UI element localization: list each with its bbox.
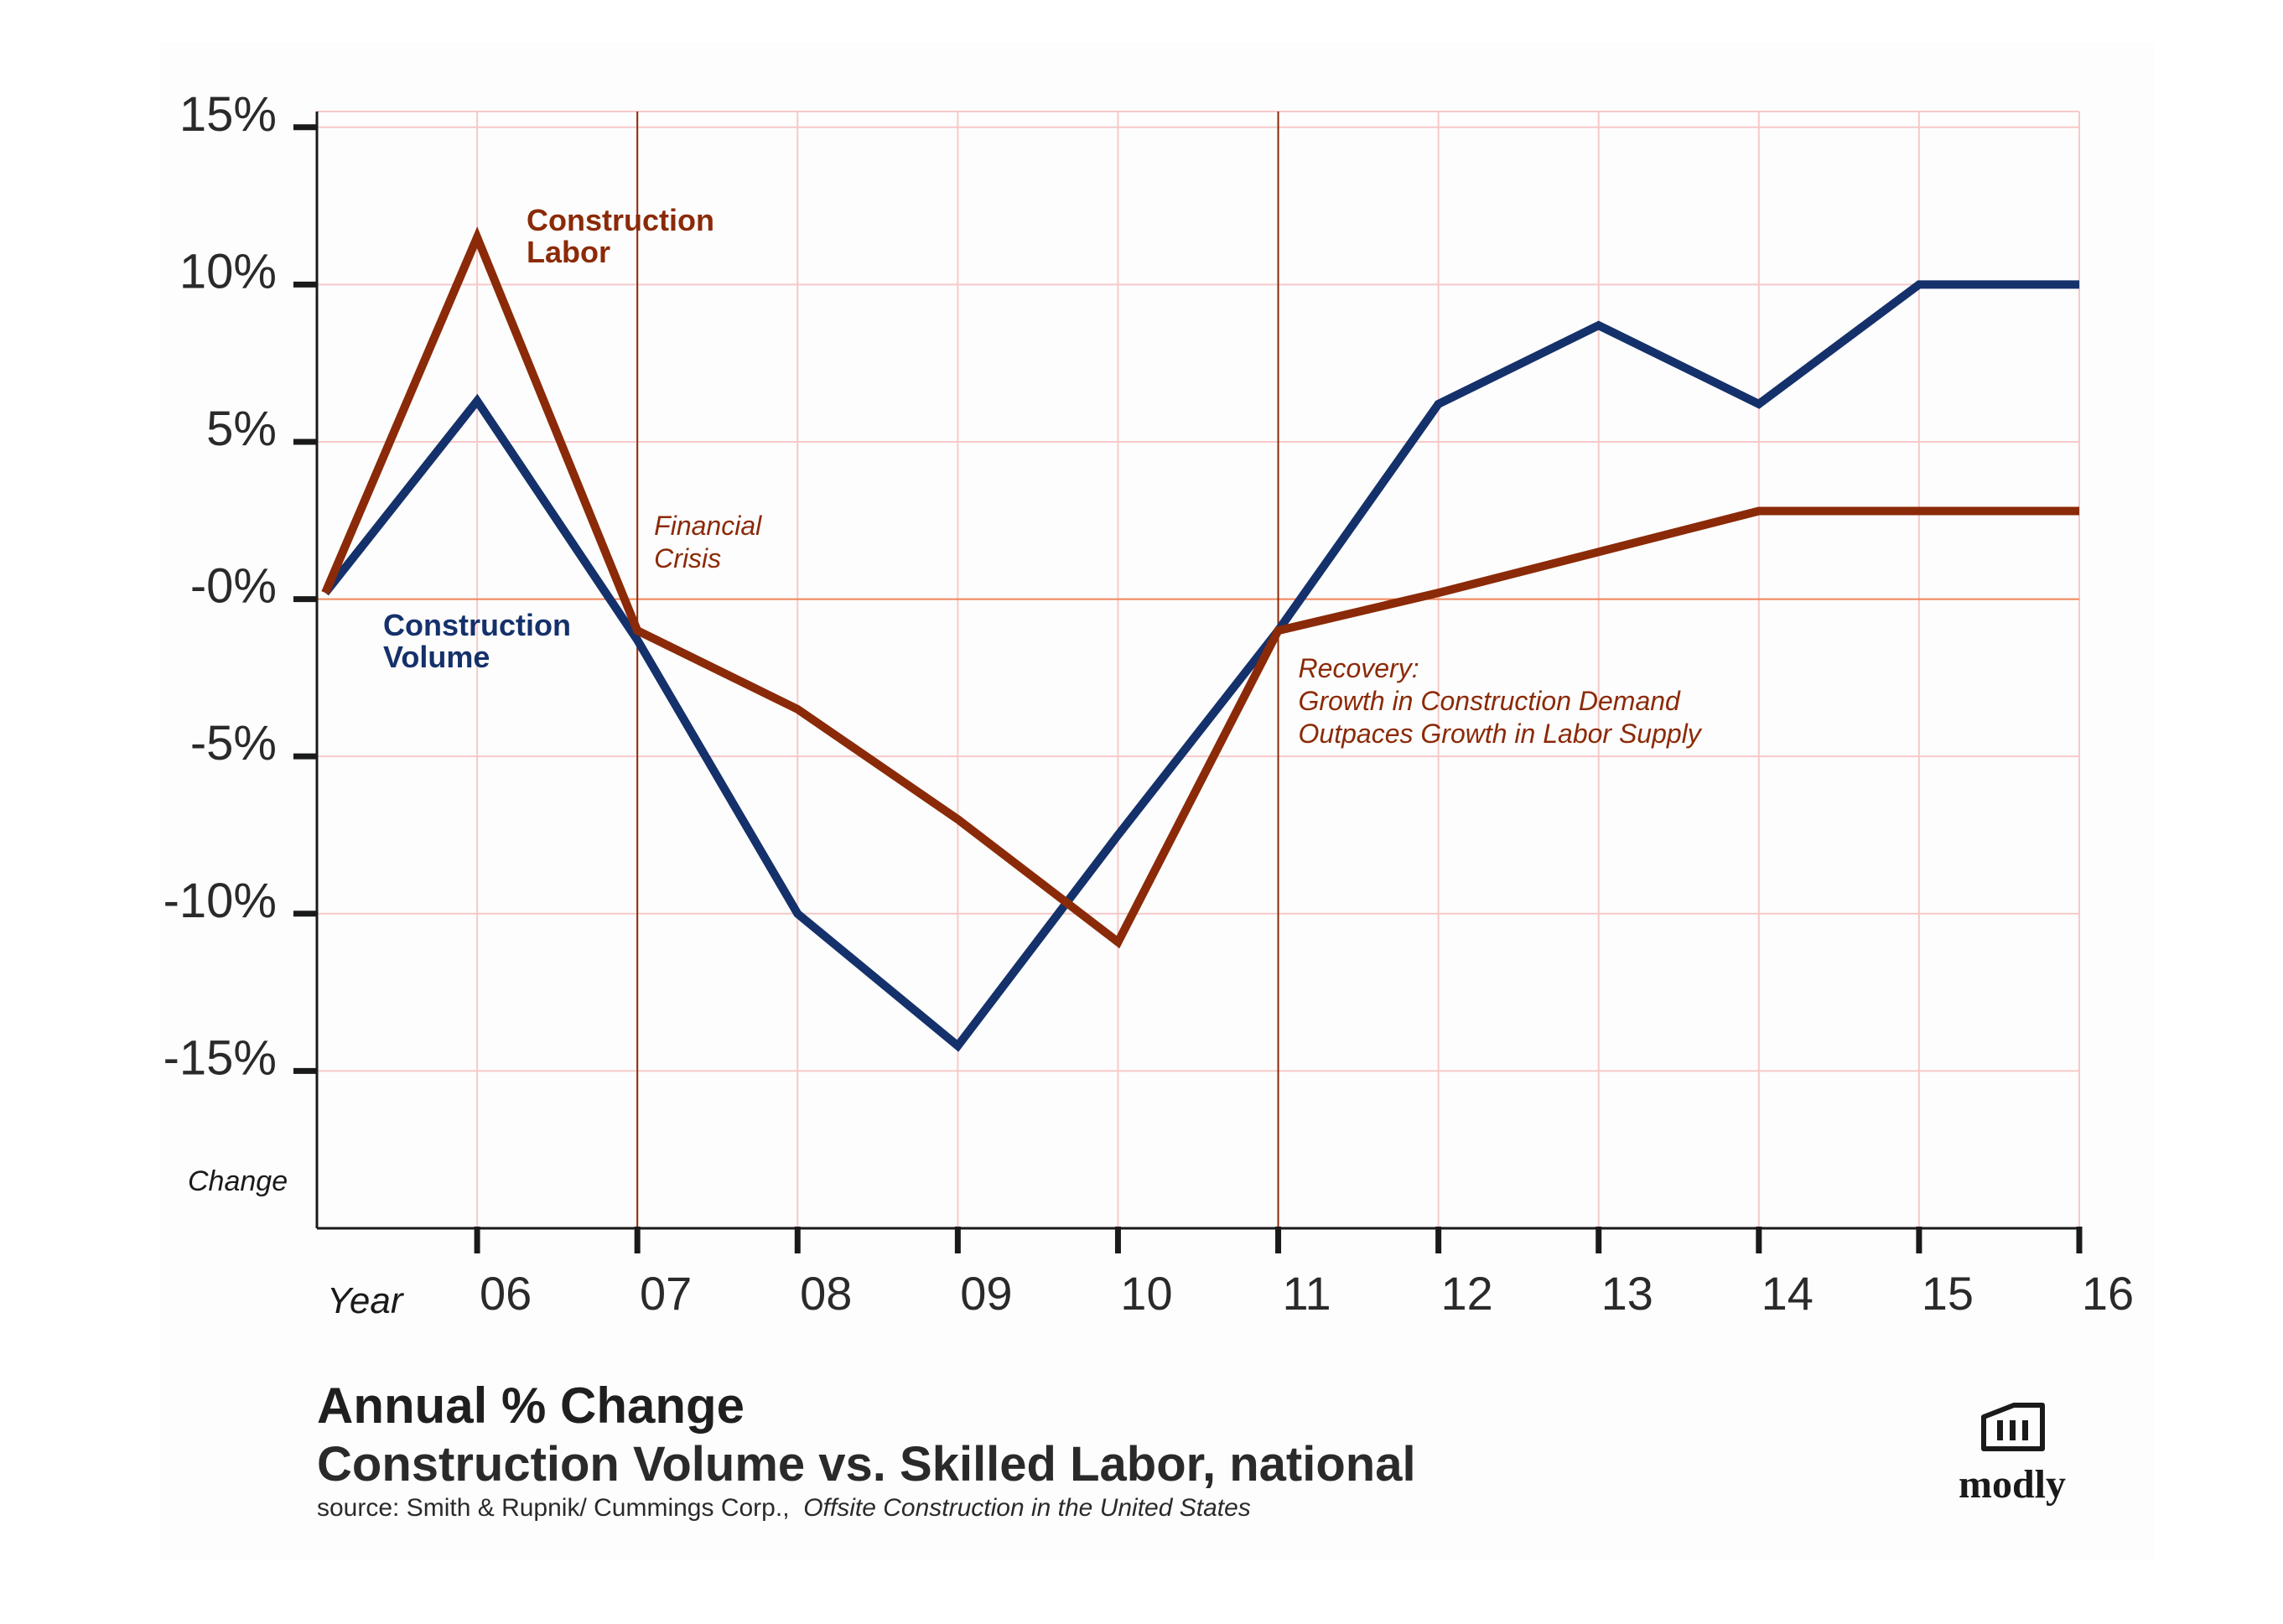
x-tick-label: 11 bbox=[1282, 1267, 1331, 1320]
modly-icon bbox=[1981, 1403, 2045, 1451]
y-axis-title: Change bbox=[188, 1165, 288, 1197]
y-tick-label: 15% bbox=[179, 87, 277, 142]
x-tick-label: 16 bbox=[2082, 1267, 2134, 1320]
series-label: Construction bbox=[383, 608, 571, 642]
y-tick-label: -10% bbox=[163, 874, 277, 928]
y-tick-label: 10% bbox=[179, 244, 277, 298]
y-tick-label: 5% bbox=[206, 402, 277, 456]
x-tick-label: 10 bbox=[1120, 1267, 1172, 1320]
chart-title: Annual % Change bbox=[317, 1378, 745, 1434]
x-tick-label: 12 bbox=[1440, 1267, 1492, 1320]
y-tick-label: -15% bbox=[163, 1030, 277, 1085]
x-tick-label: 09 bbox=[960, 1267, 1012, 1320]
brand-logo: modly bbox=[1945, 1402, 2079, 1507]
x-axis-title: Year bbox=[327, 1280, 405, 1321]
annotation-text: Financial bbox=[654, 511, 762, 541]
y-tick-label: -0% bbox=[190, 559, 277, 614]
chart-background bbox=[159, 42, 2155, 1559]
series-line-construction-volume bbox=[322, 280, 2079, 1052]
chart-subtitle: Construction Volume vs. Skilled Labor, n… bbox=[317, 1437, 1416, 1492]
annotation-text: Recovery: bbox=[1299, 653, 1419, 683]
x-tick-label: 06 bbox=[480, 1267, 532, 1320]
source-title: Offsite Construction in the United State… bbox=[803, 1494, 1251, 1522]
chart-source: source: Smith & Rupnik/ Cummings Corp., … bbox=[317, 1494, 1251, 1523]
x-tick-label: 14 bbox=[1762, 1267, 1813, 1320]
series-label: Volume bbox=[383, 640, 490, 674]
x-tick-label: 07 bbox=[640, 1267, 692, 1320]
y-tick-label: -5% bbox=[190, 716, 277, 770]
annotation-text: Growth in Construction Demand bbox=[1299, 686, 1682, 716]
x-tick-label: 15 bbox=[1922, 1267, 1974, 1320]
series-line-construction-labor bbox=[321, 226, 2079, 949]
series-label: Construction bbox=[527, 203, 714, 237]
series-label: Labor bbox=[527, 235, 610, 269]
source-prefix: source: Smith & Rupnik/ Cummings Corp., bbox=[317, 1494, 790, 1522]
x-tick-label: 08 bbox=[800, 1267, 852, 1320]
x-tick-label: 13 bbox=[1601, 1267, 1653, 1320]
logo-text: modly bbox=[1958, 1462, 2066, 1507]
annotation-text: Outpaces Growth in Labor Supply bbox=[1299, 719, 1703, 749]
annotation-text: Crisis bbox=[654, 543, 721, 573]
